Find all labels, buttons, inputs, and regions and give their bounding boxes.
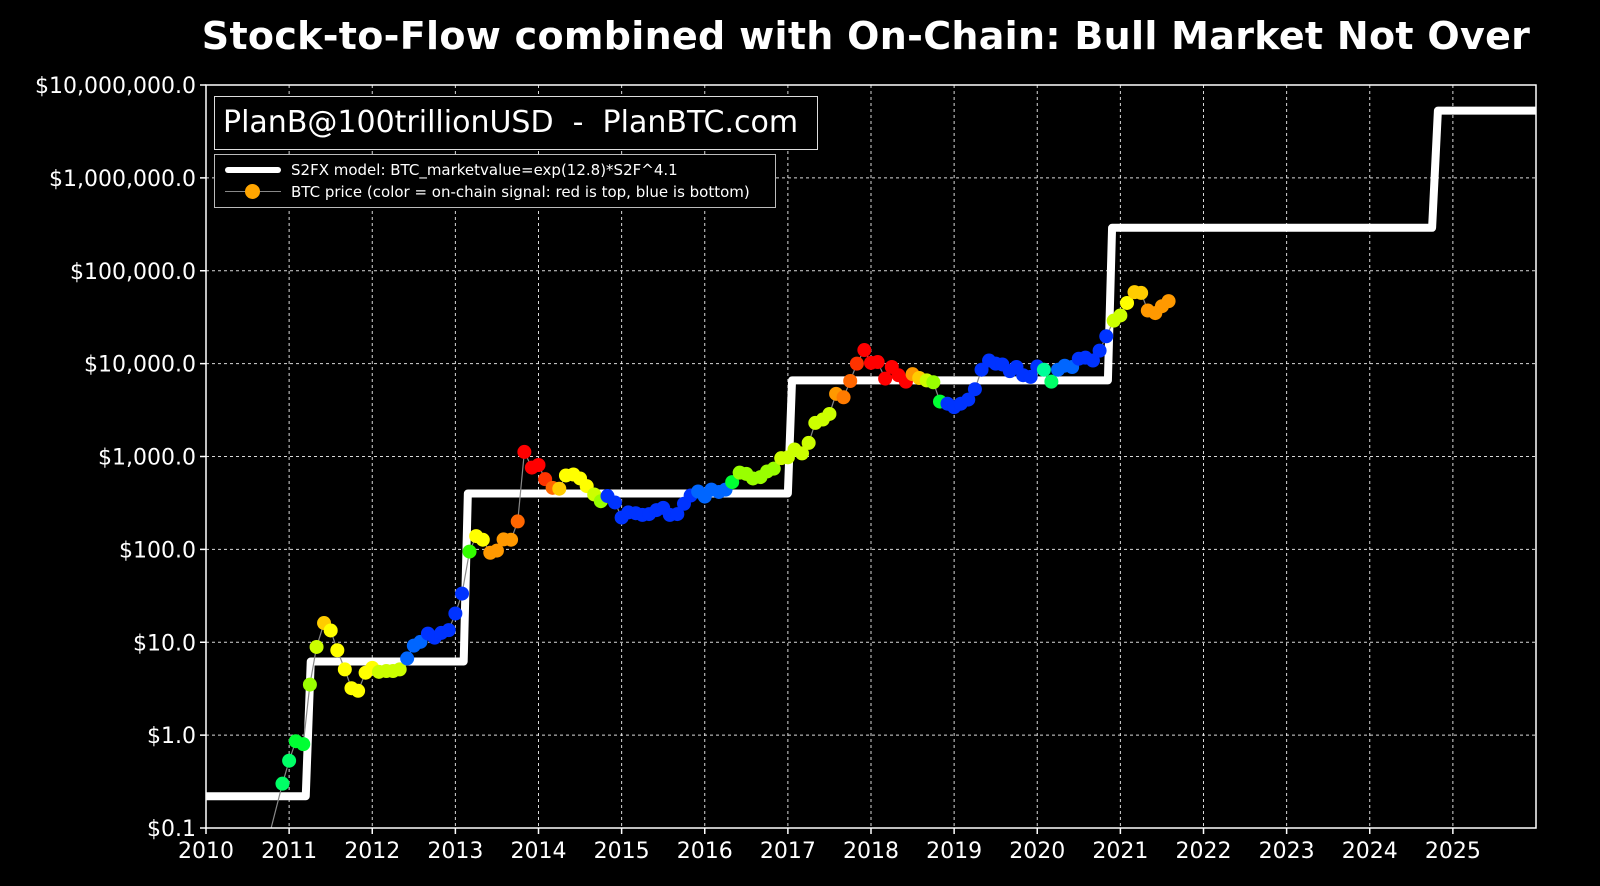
x-tick-label: 2019 <box>926 839 982 864</box>
btc-price-point <box>275 776 290 791</box>
btc-price-point <box>504 532 519 547</box>
btc-price-point <box>1044 374 1059 389</box>
btc-price-point <box>870 355 885 370</box>
x-tick-label: 2015 <box>594 839 650 864</box>
legend-entry-price: BTC price (color = on-chain signal: red … <box>215 181 775 203</box>
btc-price-point <box>309 639 324 654</box>
x-tick-label: 2023 <box>1259 839 1315 864</box>
btc-price-point <box>510 514 525 529</box>
btc-price-point <box>607 495 622 510</box>
btc-price-point <box>1023 369 1038 384</box>
plot-frame <box>205 84 1537 829</box>
legend: S2FX model: BTC_marketvalue=exp(12.8)*S2… <box>214 154 776 208</box>
btc-price-point <box>448 606 463 621</box>
btc-price-point <box>531 457 546 472</box>
y-tick-label: $1,000,000.0 <box>49 167 196 192</box>
y-tick-label: $100.0 <box>119 538 196 563</box>
x-tick-label: 2016 <box>677 839 733 864</box>
btc-price-point <box>1099 329 1114 344</box>
btc-price-point <box>967 382 982 397</box>
btc-price-point <box>725 475 740 490</box>
btc-price-point <box>351 683 366 698</box>
btc-price-points-layer <box>275 285 1176 791</box>
x-tick-label: 2021 <box>1092 839 1148 864</box>
x-tick-label: 2010 <box>178 839 234 864</box>
btc-price-point <box>801 435 816 450</box>
axis-layer: 2010 2011 2012 2013 2014 2015 2016 2017 2018 2019… <box>35 74 1537 864</box>
x-tick-label: 2017 <box>760 839 816 864</box>
y-tick-label: $10.0 <box>133 631 196 656</box>
btc-price-point <box>1085 353 1100 368</box>
x-tick-label: 2014 <box>511 839 567 864</box>
x-tick-label: 2025 <box>1425 839 1481 864</box>
btc-price-point <box>400 651 415 666</box>
grid-layer <box>206 84 1536 828</box>
btc-price-point <box>455 586 470 601</box>
x-tick-label: 2020 <box>1009 839 1065 864</box>
legend-entry-model: S2FX model: BTC_marketvalue=exp(12.8)*S2… <box>215 159 775 181</box>
btc-price-point <box>878 371 893 386</box>
y-tick-label: $0.1 <box>147 817 196 842</box>
btc-price-point <box>961 392 976 407</box>
btc-price-point <box>822 406 837 421</box>
btc-price-point <box>857 343 872 358</box>
btc-price-point <box>1120 295 1135 310</box>
btc-price-point <box>1036 362 1051 377</box>
btc-price-point <box>489 543 504 558</box>
chart-title: Stock-to-Flow combined with On-Chain: Bu… <box>201 14 1531 58</box>
btc-price-point <box>462 544 477 559</box>
btc-price-point <box>441 623 456 638</box>
watermark-label: PlanB@100trillionUSD - PlanBTC.com <box>214 96 818 150</box>
btc-price-point <box>323 623 338 638</box>
btc-price-point <box>330 643 345 658</box>
y-tick-label: $1,000.0 <box>98 446 196 471</box>
y-tick-label: $10,000.0 <box>84 353 196 378</box>
btc-price-point <box>849 356 864 371</box>
btc-price-point <box>766 461 781 476</box>
btc-price-point <box>1113 308 1128 323</box>
btc-price-point <box>1134 285 1149 300</box>
btc-price-point <box>296 737 311 752</box>
y-tick-label: $1.0 <box>147 724 196 749</box>
btc-price-point <box>337 662 352 677</box>
x-tick-label: 2024 <box>1342 839 1398 864</box>
btc-price-point <box>836 390 851 405</box>
x-tick-label: 2018 <box>843 839 899 864</box>
btc-price-point <box>843 374 858 389</box>
x-tick-label: 2022 <box>1176 839 1232 864</box>
btc-price-point <box>282 753 297 768</box>
y-tick-label: $100,000.0 <box>70 260 196 285</box>
y-tick-label: $10,000,000.0 <box>35 74 196 99</box>
legend-price-label: BTC price (color = on-chain signal: red … <box>291 183 750 201</box>
legend-price-dot-icon <box>245 184 260 199</box>
btc-price-point <box>926 375 941 390</box>
btc-price-point <box>302 677 317 692</box>
btc-price-point <box>1092 343 1107 358</box>
btc-price-point <box>392 662 407 677</box>
btc-price-point <box>1161 294 1176 309</box>
legend-model-label: S2FX model: BTC_marketvalue=exp(12.8)*S2… <box>291 161 678 179</box>
btc-price-point <box>517 444 532 459</box>
btc-price-point <box>552 481 567 496</box>
btc-price-point <box>795 446 810 461</box>
x-tick-label: 2013 <box>427 839 483 864</box>
btc-price-point <box>670 507 685 522</box>
x-tick-label: 2011 <box>261 839 317 864</box>
legend-model-line-icon <box>225 167 281 173</box>
x-tick-label: 2012 <box>344 839 400 864</box>
btc-price-point <box>475 532 490 547</box>
